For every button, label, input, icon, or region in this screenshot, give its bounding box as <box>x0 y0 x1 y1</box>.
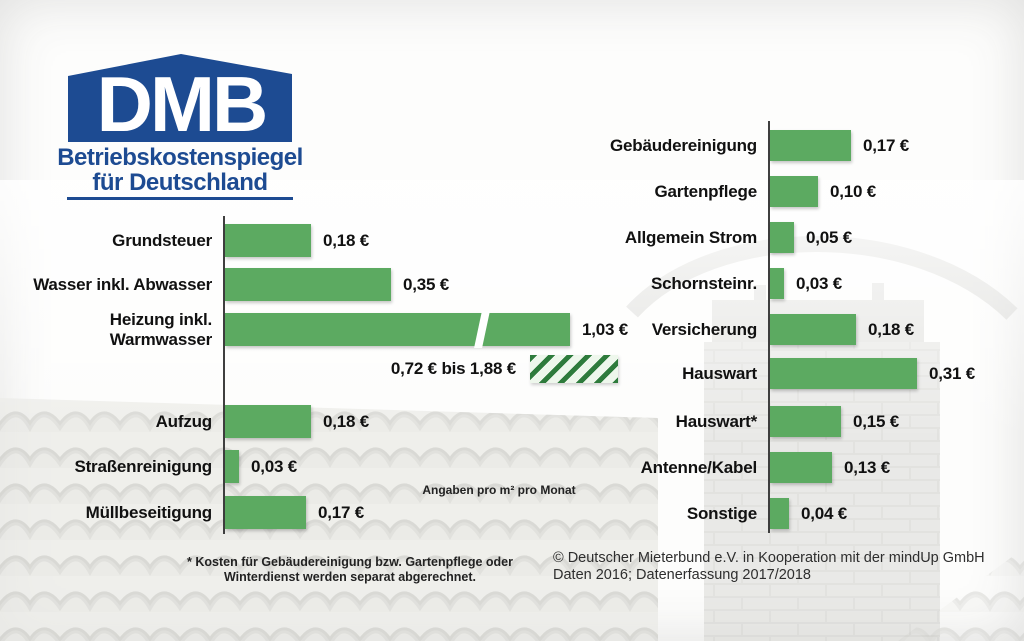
value-label: 0,18 € <box>323 411 370 431</box>
value-label: 0,03 € <box>251 456 298 476</box>
dmb-acronym: DMB <box>97 60 266 148</box>
value-label: 0,10 € <box>830 181 877 201</box>
value-label: 0,13 € <box>844 457 891 477</box>
copyright-line2: Daten 2016; Datenerfassung 2017/2018 <box>553 567 811 583</box>
brand-line2: für Deutschland <box>92 169 268 196</box>
value-bar <box>770 314 856 345</box>
brand-line1: Betriebskostenspiegel <box>57 144 303 171</box>
value-bar <box>770 268 784 299</box>
category-label: Müllbeseitigung <box>85 502 213 522</box>
dmb-logo: DMB Betriebskostenspiegel für Deutschlan… <box>0 0 360 210</box>
category-label: Versicherung <box>651 319 758 339</box>
range-label: 0,72 € bis 1,88 € <box>390 359 516 378</box>
value-bar <box>225 450 239 483</box>
category-label: Allgemein Strom <box>624 227 757 247</box>
value-bar <box>225 405 311 438</box>
value-label: 0,03 € <box>796 273 843 293</box>
category-label: Wasser inkl. Abwasser <box>33 274 212 294</box>
value-label: 0,18 € <box>323 230 370 250</box>
value-label: 0,15 € <box>853 411 900 431</box>
value-bar <box>770 358 917 389</box>
category-label: Aufzug <box>155 411 213 431</box>
value-bar <box>770 406 841 437</box>
category-label: Grundsteuer <box>112 230 212 250</box>
category-label: Hauswart* <box>675 411 758 431</box>
copyright-line1: © Deutscher Mieterbund e.V. in Kooperati… <box>553 550 985 566</box>
copyright-note: © Deutscher Mieterbund e.V. in Kooperati… <box>553 550 993 584</box>
category-label: Straßenreinigung <box>74 456 212 476</box>
footnote-line1: * Kosten für Gebäudereinigung bzw. Garte… <box>187 555 513 569</box>
footnote: * Kosten für Gebäudereinigung bzw. Garte… <box>155 555 545 585</box>
brand-tagline: Betriebskostenspiegel für Deutschland <box>30 145 330 195</box>
left-chart-axis <box>223 216 225 534</box>
range-hatch-bar <box>530 355 618 383</box>
category-label: Schornsteinr. <box>650 273 757 293</box>
category-label: Antenne/Kabel <box>640 457 758 477</box>
value-label: 0,04 € <box>801 503 848 523</box>
unit-note: Angaben pro m² pro Monat <box>422 483 576 497</box>
value-bar <box>225 268 391 301</box>
category-label: Hauswart <box>682 363 757 383</box>
value-bar <box>770 222 794 253</box>
right-chart-axis <box>768 121 770 533</box>
brand-underline <box>67 197 293 200</box>
value-bar <box>225 224 311 257</box>
category-label: Gartenpflege <box>654 181 758 201</box>
value-label: 0,18 € <box>868 319 915 339</box>
value-label: 0,17 € <box>863 135 910 155</box>
value-label: 0,05 € <box>806 227 853 247</box>
category-label: Gebäudereinigung <box>610 135 757 155</box>
value-bar <box>770 176 818 207</box>
value-label: 1,03 € <box>582 319 629 339</box>
value-bar <box>770 130 851 161</box>
value-bar <box>770 498 789 529</box>
value-label: 0,31 € <box>929 363 976 383</box>
footnote-line2: Winterdienst werden separat abgerechnet. <box>223 570 477 584</box>
value-label: 0,35 € <box>403 274 450 294</box>
value-bar <box>225 496 306 529</box>
axis-break <box>474 311 490 348</box>
value-bar <box>225 311 570 348</box>
category-label: Heizung inkl. Warmwasser <box>109 309 212 349</box>
dmb-house-icon: DMB <box>68 54 292 148</box>
value-bar <box>770 452 832 483</box>
category-label: Sonstige <box>686 503 757 523</box>
value-label: 0,17 € <box>318 502 365 522</box>
